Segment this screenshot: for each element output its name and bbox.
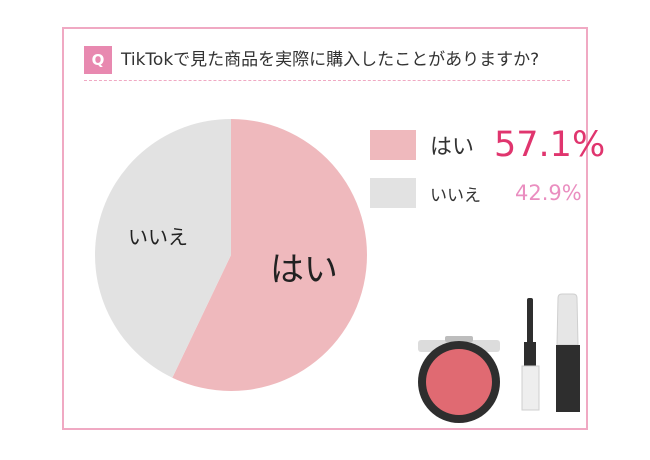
legend-swatch-yes (370, 130, 416, 160)
legend-value-yes: 57.1% (494, 125, 606, 165)
blush-compact-icon (418, 336, 500, 423)
legend-label-yes: はい (430, 135, 475, 160)
mascara-tube-icon (556, 293, 580, 412)
pie-slice-1 (95, 119, 232, 378)
question-badge: Q (84, 46, 112, 74)
question-text: TikTokで見た商品を実際に購入したことがありますか? (121, 50, 540, 70)
mascara-wand-icon (521, 298, 540, 411)
pie-slice-0 (172, 119, 367, 391)
legend-value-no: 42.9% (515, 181, 582, 205)
legend-swatch-no (370, 178, 416, 208)
pie-label-0: はい (270, 250, 338, 290)
legend-item-no: いいえ 42.9% (370, 178, 582, 208)
pie-label-1: いいえ (128, 225, 188, 249)
question-divider (84, 80, 570, 81)
legend-label-no: いいえ (430, 185, 481, 206)
legend-item-yes: はい 57.1% (370, 125, 605, 165)
